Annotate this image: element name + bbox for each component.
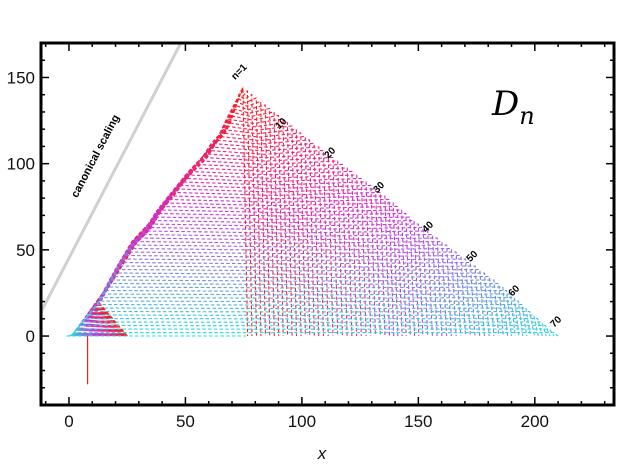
y-tick-label: 0 (26, 327, 35, 346)
series-curve-n16 (91, 139, 315, 337)
curve-label-6: 60 (507, 283, 523, 299)
curve-label-4: 40 (420, 219, 436, 235)
plot-frame (39, 41, 616, 407)
series-curve-n61 (74, 296, 520, 337)
series-curve-n9 (94, 114, 284, 337)
y-tick-label: 100 (7, 155, 35, 174)
series-curve-n30 (86, 188, 381, 337)
panel-label: Dn (491, 84, 535, 130)
panel-label-sub: n (519, 102, 534, 130)
series-curve-n71 (67, 331, 559, 337)
x-tick-label: 200 (521, 412, 549, 431)
curve-label-2: 20 (323, 145, 339, 161)
curve-label-0: n=1 (229, 62, 249, 82)
x-tick-label: 100 (288, 412, 316, 431)
series-curve-n70 (68, 328, 555, 337)
x-tick-label: 0 (64, 412, 73, 431)
y-tick-label: 50 (16, 241, 35, 260)
x-tick-label: 150 (404, 412, 432, 431)
series-curve-n36 (84, 209, 407, 337)
series-curve-n35 (84, 205, 403, 337)
panel-label-main: D (491, 84, 519, 124)
canonical-scaling-label: canonical scaling (69, 113, 122, 200)
x-tick-label: 50 (176, 412, 195, 431)
canonical-scaling-line (41, 43, 183, 313)
ticks (41, 42, 614, 406)
y-tick-label: 150 (7, 68, 35, 87)
x-axis-label: x (317, 444, 327, 463)
series-curve-n67 (71, 317, 543, 337)
series-curve-n42 (81, 230, 433, 337)
series-family (66, 86, 559, 337)
series-curve-n3 (96, 93, 258, 337)
plot-area (41, 43, 559, 385)
curve-label-3: 30 (371, 180, 387, 196)
curve-label-7: 70 (549, 314, 565, 330)
series-curve-n56 (76, 279, 500, 337)
series-curve-n2 (96, 90, 253, 337)
